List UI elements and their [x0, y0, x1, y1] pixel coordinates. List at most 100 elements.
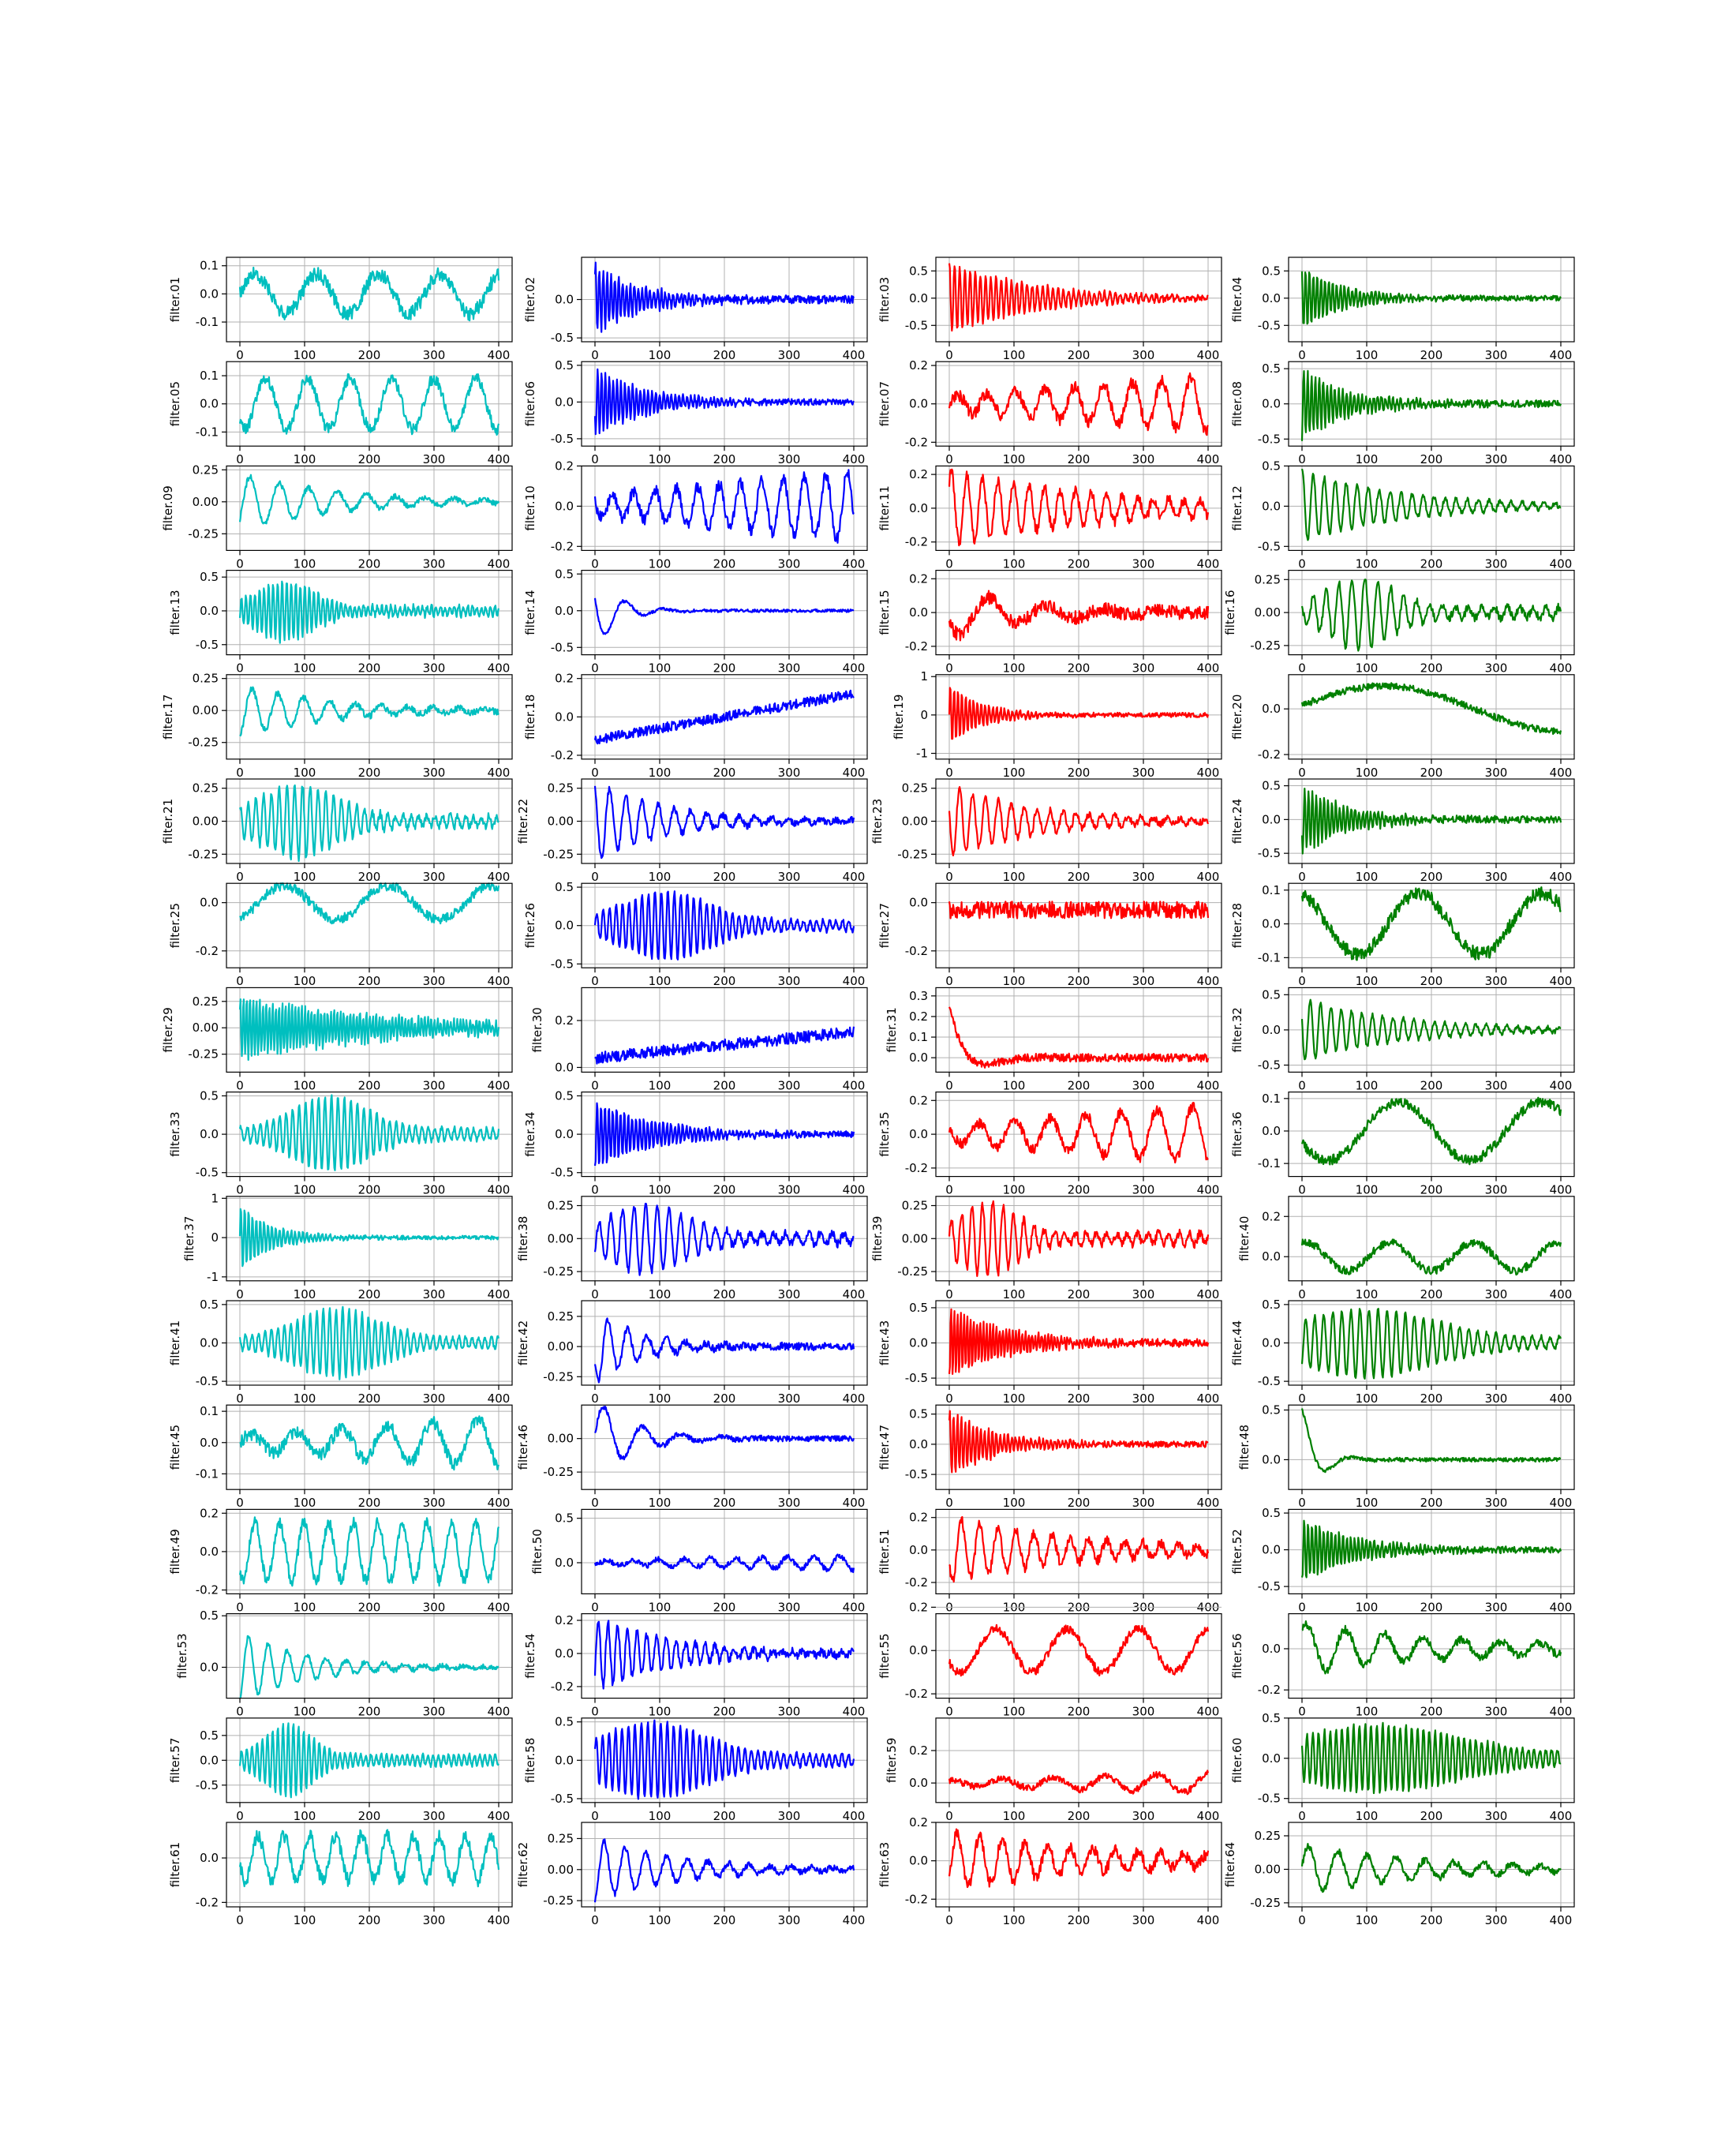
x-tick-label: 400	[1550, 1183, 1573, 1197]
x-tick-label: 200	[713, 1496, 736, 1510]
y-tick-label: 0.0	[1262, 812, 1281, 826]
x-tick-label: 400	[1197, 974, 1220, 988]
filter-panel-58: 0 100 200 300 400 -0.5 0.0 0.5 filter.58	[523, 1715, 868, 1823]
x-tick-label: 400	[843, 1809, 866, 1823]
filter-panel-10: 0 100 200 300 400 -0.2 0.0 0.2 filter.10	[523, 459, 868, 571]
y-tick-label: 0.1	[909, 1030, 928, 1044]
y-tick-label: 0.0	[200, 604, 219, 618]
y-tick-label: 0.00	[193, 815, 219, 829]
y-tick-label: -0.5	[1258, 539, 1281, 553]
x-tick-label: 0	[236, 1705, 244, 1719]
y-tick-label: 0.0	[200, 1336, 219, 1350]
x-tick-label: 100	[1356, 1496, 1379, 1510]
x-tick-label: 300	[423, 452, 446, 466]
y-tick-label: 0.2	[200, 1506, 219, 1520]
y-axis-label: filter.59	[885, 1738, 899, 1783]
x-tick-label: 100	[649, 452, 672, 466]
y-tick-label: -0.5	[1258, 1579, 1281, 1594]
x-tick-label: 300	[778, 556, 801, 571]
x-tick-label: 400	[1550, 661, 1573, 676]
filter-panel-55: 0 100 200 300 400 -0.2 0.0 0.2 filter.55	[877, 1600, 1222, 1719]
y-axis-label: filter.28	[1230, 903, 1244, 948]
y-tick-label: -0.2	[551, 748, 574, 762]
x-tick-label: 0	[1298, 766, 1306, 780]
filter-panel-19: 0 100 200 300 400 -1 0 1 filter.19	[892, 669, 1222, 780]
y-tick-label: -0.25	[543, 847, 574, 861]
x-tick-label: 400	[1550, 1078, 1573, 1092]
y-axis-label: filter.44	[1230, 1320, 1244, 1365]
filter-series-line	[238, 580, 500, 644]
filter-panel-33: 0 100 200 300 400 -0.5 0.0 0.5 filter.33	[168, 1088, 513, 1197]
y-tick-label: 0.0	[1262, 397, 1281, 411]
y-tick-label: 0.2	[909, 1511, 928, 1525]
x-tick-label: 0	[236, 556, 244, 571]
x-tick-label: 300	[423, 1809, 446, 1823]
y-tick-label: -0.25	[188, 847, 219, 861]
x-tick-label: 0	[591, 1287, 599, 1301]
x-tick-label: 200	[1420, 1078, 1443, 1092]
y-tick-label: 0.0	[909, 1854, 928, 1868]
x-tick-label: 100	[1003, 1913, 1026, 1927]
y-tick-label: -0.2	[905, 535, 928, 549]
x-tick-label: 0	[236, 766, 244, 780]
x-tick-label: 200	[1420, 1287, 1443, 1301]
y-axis-label: filter.35	[877, 1111, 892, 1156]
y-tick-label: 0.25	[548, 1199, 574, 1213]
y-tick-label: 0.25	[193, 463, 219, 477]
y-tick-label: 0.0	[909, 1127, 928, 1141]
filter-series-line	[1300, 1721, 1562, 1795]
x-tick-label: 100	[1003, 870, 1026, 884]
x-tick-label: 200	[1068, 452, 1091, 466]
y-tick-label: 0.0	[200, 1753, 219, 1767]
y-tick-label: 0.0	[1262, 499, 1281, 513]
x-tick-label: 200	[1068, 1809, 1091, 1823]
x-tick-label: 400	[843, 766, 866, 780]
y-tick-label: 0.0	[909, 397, 928, 411]
filter-series-line	[593, 1202, 855, 1276]
y-tick-label: -0.2	[1258, 1683, 1281, 1697]
y-axis-label: filter.05	[168, 381, 182, 426]
y-axis-label: filter.21	[161, 799, 175, 844]
y-tick-label: 0.0	[200, 1545, 219, 1559]
filter-series-line	[594, 1026, 855, 1065]
y-tick-label: 0.0	[200, 1436, 219, 1450]
filter-panel-50: 0 100 200 300 400 0.0 0.5 filter.50	[530, 1508, 868, 1614]
filter-series-line	[1300, 369, 1562, 441]
y-tick-label: 0.1	[200, 259, 219, 273]
x-tick-label: 100	[1356, 348, 1379, 362]
x-tick-label: 0	[591, 556, 599, 571]
filter-series-line	[593, 1317, 855, 1384]
y-tick-label: -0.5	[905, 1467, 928, 1481]
x-tick-label: 0	[236, 1809, 244, 1823]
x-tick-label: 400	[488, 1809, 511, 1823]
filter-series-line	[948, 1770, 1210, 1796]
x-tick-label: 200	[713, 1600, 736, 1614]
y-tick-label: 0.5	[200, 570, 219, 584]
x-tick-label: 300	[778, 766, 801, 780]
filter-panel-17: 0 100 200 300 400 -0.25 0.00 0.25 filter.17	[161, 672, 513, 780]
y-tick-label: 0.00	[548, 1863, 574, 1877]
x-tick-label: 400	[1197, 1391, 1220, 1406]
y-axis-label: filter.14	[523, 590, 537, 635]
y-tick-label: 0.0	[555, 710, 574, 724]
filter-series-line	[238, 373, 500, 436]
x-tick-label: 100	[1356, 1078, 1379, 1092]
x-tick-label: 300	[778, 1078, 801, 1092]
x-tick-label: 0	[236, 1287, 244, 1301]
y-tick-label: 0.0	[1262, 917, 1281, 931]
x-tick-label: 0	[591, 974, 599, 988]
x-tick-label: 200	[1068, 974, 1091, 988]
x-tick-label: 300	[423, 1391, 446, 1406]
x-tick-label: 0	[1298, 1183, 1306, 1197]
filter-series-line	[238, 784, 499, 863]
x-tick-label: 0	[1298, 348, 1306, 362]
x-tick-label: 400	[1550, 1600, 1573, 1614]
y-tick-label: -0.25	[543, 1893, 574, 1908]
x-tick-label: 300	[423, 766, 446, 780]
y-axis-label: filter.08	[1230, 381, 1244, 426]
filter-series-line	[1300, 579, 1562, 652]
filter-series-line	[948, 372, 1209, 436]
x-tick-label: 300	[778, 452, 801, 466]
y-tick-label: -0.5	[551, 1792, 574, 1806]
x-tick-label: 200	[713, 974, 736, 988]
